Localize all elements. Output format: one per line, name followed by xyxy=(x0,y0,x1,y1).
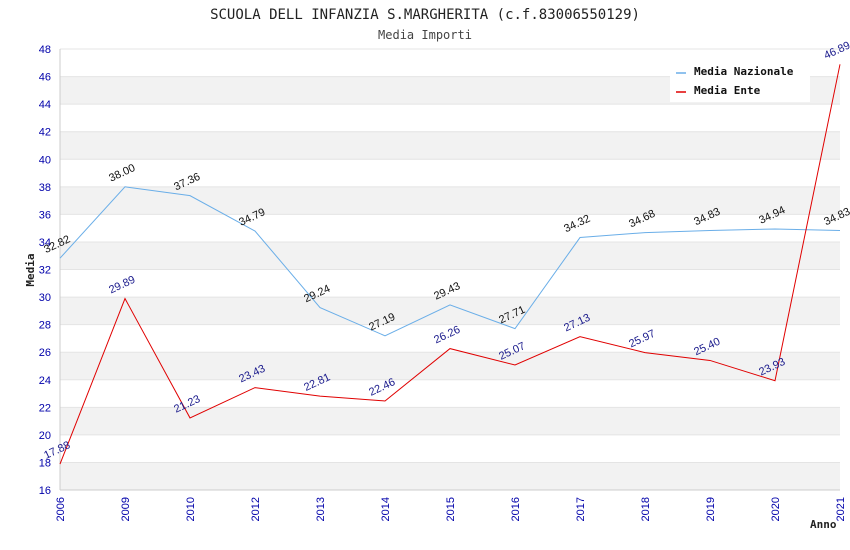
legend-label-ente: Media Ente xyxy=(694,84,761,97)
grid-band xyxy=(60,131,840,160)
grid-band xyxy=(60,324,840,353)
y-tick-label: 46 xyxy=(39,72,51,84)
y-tick-label: 38 xyxy=(39,182,51,194)
x-tick-label: 2016 xyxy=(510,497,522,521)
y-tick-label: 48 xyxy=(39,44,51,56)
x-tick-label: 2010 xyxy=(185,497,197,521)
x-tick-label: 2012 xyxy=(250,497,262,521)
y-tick-labels: 16 18 20 22 24 26 28 30 32 34 36 38 40 42 44 46 48 xyxy=(39,44,51,497)
y-tick-label: 26 xyxy=(39,347,51,359)
axes xyxy=(59,49,840,491)
y-tick-label: 30 xyxy=(39,292,51,304)
x-axis-label: Anno xyxy=(810,518,837,531)
chart-subtitle: Media Importi xyxy=(378,28,472,42)
y-tick-label: 34 xyxy=(39,237,51,249)
y-tick-label: 20 xyxy=(39,430,51,442)
x-tick-label: 2019 xyxy=(705,497,717,521)
grid-band xyxy=(60,186,840,215)
y-tick-label: 24 xyxy=(39,375,51,387)
y-tick-label: 32 xyxy=(39,265,51,277)
x-tick-label: 2006 xyxy=(55,497,67,521)
x-tick-label: 2014 xyxy=(380,497,392,521)
y-tick-label: 36 xyxy=(39,209,51,221)
series-line-ente xyxy=(59,64,841,465)
x-tick-label: 2015 xyxy=(445,497,457,521)
series-lines xyxy=(59,64,841,465)
y-tick-label: 44 xyxy=(39,99,51,111)
legend-box xyxy=(670,60,810,102)
grid-band xyxy=(60,269,840,298)
y-tick-label: 40 xyxy=(39,154,51,166)
y-tick-label: 42 xyxy=(39,127,51,139)
x-tick-label: 2009 xyxy=(120,497,132,521)
y-tick-label: 18 xyxy=(39,457,51,469)
x-tick-label: 2018 xyxy=(640,497,652,521)
x-tick-label: 2017 xyxy=(575,497,587,521)
grid-band xyxy=(60,352,840,380)
legend-label-nazionale: Media Nazionale xyxy=(694,65,794,78)
x-tick-labels: 2006 2009 2010 2012 2013 2014 2015 2016 2017 2018… xyxy=(55,497,847,521)
x-tick-label: 2013 xyxy=(315,497,327,521)
grid-band xyxy=(60,214,840,242)
y-axis-label: Media xyxy=(24,253,37,286)
chart-title: SCUOLA DELL INFANZIA S.MARGHERITA (c.f.8… xyxy=(210,7,640,23)
grid-band xyxy=(60,104,840,132)
y-tick-label: 16 xyxy=(39,485,51,497)
grid-band xyxy=(60,297,840,325)
x-tick-label: 2021 xyxy=(835,497,847,521)
y-tick-label: 28 xyxy=(39,320,51,332)
series-line-nazionale xyxy=(59,186,841,337)
x-tick-label: 2020 xyxy=(770,497,782,521)
grid-band xyxy=(60,159,840,187)
grid-band xyxy=(60,462,840,490)
grid-band xyxy=(60,407,840,435)
grid-bands xyxy=(60,48,840,491)
grid-band xyxy=(60,434,840,463)
y-tick-label: 22 xyxy=(39,402,51,414)
legend: Media Nazionale Media Ente xyxy=(670,60,810,102)
grid-band xyxy=(60,379,840,408)
grid-band xyxy=(60,241,840,270)
